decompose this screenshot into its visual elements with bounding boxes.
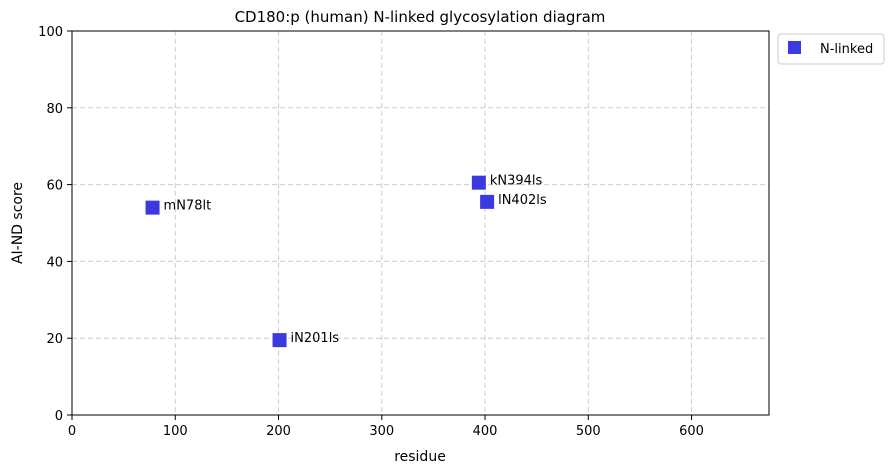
x-tick-label: 200 xyxy=(266,424,291,439)
data-point-label: lN402ls xyxy=(498,193,547,208)
data-point-marker xyxy=(480,194,495,209)
y-tick-label: 60 xyxy=(46,179,63,194)
chart-title: CD180:p (human) N-linked glycosylation d… xyxy=(235,8,606,26)
data-point-marker xyxy=(145,200,160,215)
y-tick-label: 0 xyxy=(55,409,63,424)
legend: N-linked xyxy=(777,33,885,65)
x-tick-label: 500 xyxy=(576,424,601,439)
data-point-label: kN394ls xyxy=(490,174,543,189)
legend-marker-n-linked xyxy=(788,41,801,54)
data-points: mN78lt iN201ls kN394ls lN402ls xyxy=(145,174,547,348)
y-axis-label: AI-ND score xyxy=(10,182,26,264)
y-tick-label: 100 xyxy=(38,25,63,40)
x-tick-label: 300 xyxy=(369,424,394,439)
legend-frame xyxy=(777,33,885,65)
y-tick-label: 20 xyxy=(46,332,63,347)
data-point-label: mN78lt xyxy=(164,199,212,214)
y-tick-label: 80 xyxy=(46,102,63,117)
grid-lines xyxy=(72,31,769,415)
x-axis-label: residue xyxy=(394,449,446,465)
axis-ticks: 0 100 200 300 400 500 600 0 20 40 60 80 100 xyxy=(38,25,704,439)
x-tick-label: 0 xyxy=(68,424,76,439)
data-point-marker xyxy=(471,175,486,190)
y-tick-label: 40 xyxy=(46,255,63,270)
x-tick-label: 400 xyxy=(473,424,498,439)
x-tick-label: 100 xyxy=(163,424,188,439)
plot-area-frame xyxy=(71,30,770,416)
x-tick-label: 600 xyxy=(679,424,704,439)
legend-label-n-linked: N-linked xyxy=(820,42,873,57)
data-point-marker xyxy=(272,333,287,348)
data-point-label: iN201ls xyxy=(291,331,340,346)
